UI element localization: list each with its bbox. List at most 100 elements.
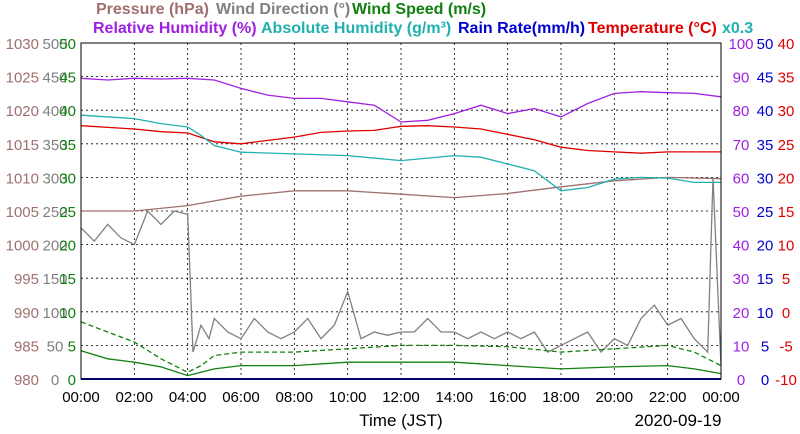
wind-direction-tick-label: 250 bbox=[42, 204, 67, 221]
relative-humidity-tick-label: 40 bbox=[733, 238, 750, 255]
rain-rate-tick-label: 5 bbox=[761, 338, 769, 355]
temperature-tick-label: 20 bbox=[778, 170, 795, 187]
temperature-tick-label: 15 bbox=[778, 204, 795, 221]
pressure-tick-label: 1030 bbox=[6, 36, 39, 53]
relative-humidity-tick-label: 90 bbox=[733, 70, 750, 87]
legend-entry: x0.3 bbox=[722, 20, 753, 37]
wind-speed-tick-label: 10 bbox=[59, 305, 76, 322]
temperature-tick-label: 30 bbox=[778, 103, 795, 120]
temperature-tick-label: 10 bbox=[778, 238, 795, 255]
pressure-tick-label: 985 bbox=[14, 338, 39, 355]
x-axis-label: Time (JST) bbox=[359, 411, 442, 430]
rain-rate-tick-label: 35 bbox=[757, 137, 774, 154]
wind-direction-tick-label: 100 bbox=[42, 305, 67, 322]
wind-speed-tick-label: 35 bbox=[59, 137, 76, 154]
wind-speed-tick-label: 20 bbox=[59, 238, 76, 255]
pressure-tick-label: 1015 bbox=[6, 137, 39, 154]
wind-speed-tick-label: 25 bbox=[59, 204, 76, 221]
pressure-tick-label: 990 bbox=[14, 305, 39, 322]
wind-speed-tick-label: 5 bbox=[68, 338, 76, 355]
legend-entry: Relative Humidity (%) bbox=[93, 20, 257, 37]
grid bbox=[81, 43, 721, 379]
wind-speed-tick-label: 50 bbox=[59, 36, 76, 53]
relative-humidity-tick-label: 30 bbox=[733, 271, 750, 288]
rain-rate-tick-label: 10 bbox=[757, 305, 774, 322]
series-relative-humidity bbox=[80, 77, 722, 123]
wind-speed-tick-label: 0 bbox=[68, 372, 76, 389]
wind-direction-tick-label: 350 bbox=[42, 137, 67, 154]
pressure-tick-label: 1005 bbox=[6, 204, 39, 221]
wind-speed-tick-label: 40 bbox=[59, 103, 76, 120]
legend-entry: Wind Speed (m/s) bbox=[352, 1, 486, 18]
relative-humidity-tick-label: 20 bbox=[733, 305, 750, 322]
series-wind-speed-max bbox=[80, 321, 722, 374]
temperature-tick-label: 0 bbox=[782, 305, 790, 322]
pressure-tick-label: 995 bbox=[14, 271, 39, 288]
legend-entry: Wind Direction (°) bbox=[216, 1, 350, 18]
temperature-tick-label: -10 bbox=[775, 372, 797, 389]
wind-direction-tick-label: 500 bbox=[42, 36, 67, 53]
pressure-tick-label: 1000 bbox=[6, 238, 39, 255]
relative-humidity-tick-label: 100 bbox=[728, 36, 753, 53]
series-wind-speed-avg bbox=[80, 350, 722, 377]
legend: Pressure (hPa) Wind Direction (°) Wind Spe… bbox=[93, 1, 753, 37]
x-tick-label: 02:00 bbox=[116, 389, 154, 406]
series-pressure bbox=[81, 176, 722, 212]
pressure-tick-label: 1020 bbox=[6, 103, 39, 120]
pressure-tick-label: 980 bbox=[14, 372, 39, 389]
relative-humidity-tick-label: 10 bbox=[733, 338, 750, 355]
legend-entry: Pressure (hPa) bbox=[96, 1, 209, 18]
rain-rate-tick-label: 15 bbox=[757, 271, 774, 288]
legend-entry: Temperature (°C) bbox=[588, 20, 717, 37]
legend-entry: Rain Rate(mm/h) bbox=[458, 20, 585, 37]
tick-labels: 1030102510201015101010051000995990985980… bbox=[6, 36, 797, 406]
date-label: 2020-09-19 bbox=[635, 411, 722, 430]
pressure-tick-label: 1025 bbox=[6, 70, 39, 87]
wind-direction-tick-label: 150 bbox=[42, 271, 67, 288]
relative-humidity-tick-label: 70 bbox=[733, 137, 750, 154]
x-tick-label: 00:00 bbox=[702, 389, 740, 406]
x-tick-label: 18:00 bbox=[542, 389, 580, 406]
rain-rate-tick-label: 20 bbox=[757, 238, 774, 255]
x-tick-label: 12:00 bbox=[382, 389, 420, 406]
rain-rate-tick-label: 50 bbox=[757, 36, 774, 53]
rain-rate-tick-label: 0 bbox=[761, 372, 769, 389]
relative-humidity-tick-label: 60 bbox=[733, 170, 750, 187]
wind-direction-tick-label: 0 bbox=[51, 372, 59, 389]
temperature-tick-label: 25 bbox=[778, 137, 795, 154]
wind-direction-tick-label: 200 bbox=[42, 238, 67, 255]
x-tick-label: 00:00 bbox=[62, 389, 100, 406]
rain-rate-tick-label: 45 bbox=[757, 70, 774, 87]
series-absolute-humidity bbox=[80, 114, 721, 192]
rain-rate-tick-label: 25 bbox=[757, 204, 774, 221]
relative-humidity-tick-label: 80 bbox=[733, 103, 750, 120]
x-tick-label: 04:00 bbox=[169, 389, 207, 406]
plot-frame bbox=[80, 42, 722, 380]
rain-rate-tick-label: 30 bbox=[757, 170, 774, 187]
series-wind-direction bbox=[80, 177, 722, 366]
temperature-tick-label: 40 bbox=[778, 36, 795, 53]
wind-direction-tick-label: 50 bbox=[47, 338, 64, 355]
pressure-tick-label: 1010 bbox=[6, 170, 39, 187]
relative-humidity-tick-label: 50 bbox=[733, 204, 750, 221]
wind-direction-tick-label: 300 bbox=[42, 170, 67, 187]
wind-speed-tick-label: 30 bbox=[59, 170, 76, 187]
relative-humidity-tick-label: 0 bbox=[737, 372, 745, 389]
temperature-tick-label: 35 bbox=[778, 70, 795, 87]
legend-entry: Absolute Humidity (g/m³) bbox=[261, 20, 451, 37]
x-tick-label: 14:00 bbox=[436, 389, 474, 406]
x-tick-label: 22:00 bbox=[649, 389, 687, 406]
wind-speed-tick-label: 45 bbox=[59, 70, 76, 87]
x-tick-label: 20:00 bbox=[596, 389, 634, 406]
wind-speed-tick-label: 15 bbox=[59, 271, 76, 288]
rain-rate-tick-label: 40 bbox=[757, 103, 774, 120]
x-tick-label: 16:00 bbox=[489, 389, 527, 406]
temperature-tick-label: 5 bbox=[782, 271, 790, 288]
x-tick-label: 10:00 bbox=[329, 389, 367, 406]
x-tick-label: 06:00 bbox=[222, 389, 260, 406]
wind-direction-tick-label: 400 bbox=[42, 103, 67, 120]
x-tick-label: 08:00 bbox=[276, 389, 314, 406]
wind-direction-tick-label: 450 bbox=[42, 70, 67, 87]
temperature-tick-label: -5 bbox=[779, 338, 792, 355]
